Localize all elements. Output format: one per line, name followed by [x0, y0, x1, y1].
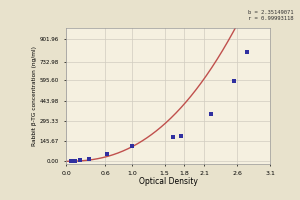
- Point: [170, 136, 175, 139]
- Point: [231, 79, 236, 83]
- Point: [87, 157, 92, 160]
- Point: [104, 153, 109, 156]
- Point: [179, 135, 184, 138]
- Text: b = 2.35149071
r = 0.99993118: b = 2.35149071 r = 0.99993118: [248, 10, 294, 21]
- Point: [72, 159, 77, 163]
- Point: [78, 159, 83, 162]
- Point: [244, 51, 249, 54]
- X-axis label: Optical Density: Optical Density: [139, 177, 197, 186]
- Point: [69, 160, 74, 163]
- Y-axis label: Rabbit β-TG concentration (ng/ml): Rabbit β-TG concentration (ng/ml): [32, 46, 37, 146]
- Point: [129, 145, 134, 148]
- Point: [208, 112, 213, 115]
